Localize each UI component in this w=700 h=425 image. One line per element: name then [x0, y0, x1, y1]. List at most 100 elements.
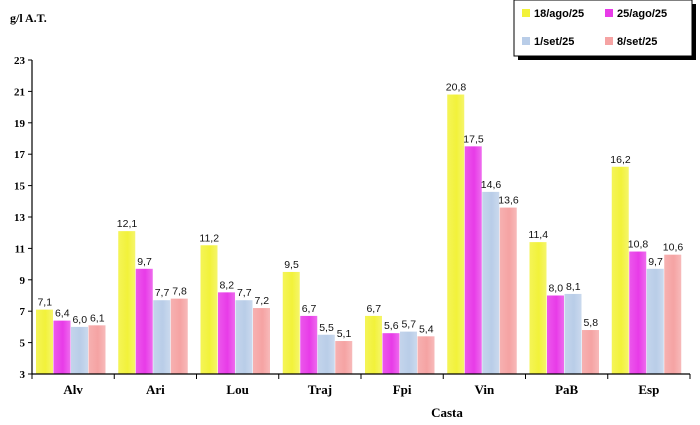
data-label-pab-25-ago-25: 8,0 — [548, 283, 563, 295]
data-label-esp-25-ago-25: 10,8 — [628, 239, 649, 251]
bar-vin-8-set-25 — [499, 207, 517, 374]
data-label-pab-18-ago-25: 11,4 — [528, 229, 548, 241]
data-label-esp-18-ago-25: 16,2 — [610, 154, 631, 166]
legend-label-25-ago-25: 25/ago/25 — [617, 8, 667, 20]
bar-pab-18-ago-25 — [529, 242, 547, 374]
legend-swatch-18-ago-25 — [522, 9, 530, 17]
bar-lou-25-ago-25 — [218, 292, 235, 374]
bar-pab-1-set-25 — [564, 293, 582, 374]
legend-label-18-ago-25: 18/ago/25 — [534, 8, 584, 20]
data-label-traj-25-ago-25: 6,7 — [302, 303, 317, 315]
bar-fpi-18-ago-25 — [365, 315, 382, 374]
y-tick-label: 13 — [14, 212, 26, 224]
bar-vin-25-ago-25 — [464, 146, 482, 374]
bar-vin-1-set-25 — [482, 191, 500, 374]
data-label-ari-1-set-25: 7,7 — [155, 287, 170, 299]
bar-lou-8-set-25 — [253, 308, 270, 374]
y-tick-label: 7 — [20, 306, 26, 318]
y-tick-label: 23 — [14, 55, 26, 67]
bar-traj-8-set-25 — [335, 341, 353, 374]
bar-esp-1-set-25 — [646, 268, 664, 374]
legend-label-8-set-25: 8/set/25 — [617, 36, 657, 48]
bar-lou-1-set-25 — [235, 300, 253, 374]
data-label-lou-18-ago-25: 11,2 — [199, 232, 219, 244]
y-tick-label: 15 — [14, 181, 26, 193]
data-labels-layer: 7,16,46,0 6,112,19,77,7 7,811,28,27,77,29,… — [37, 82, 683, 340]
y-ticks: 3 5 7 9 11 13 15 17 19 21 23 — [14, 55, 32, 381]
bar-esp-8-set-25 — [664, 254, 682, 374]
bar-traj-18-ago-25 — [282, 271, 300, 374]
bar-vin-18-ago-25 — [447, 94, 465, 374]
bar-alv-18-ago-25 — [36, 309, 53, 374]
x-tick-label-fpi: Fpi — [393, 382, 412, 397]
data-label-esp-8-set-25: 10,6 — [663, 242, 684, 254]
data-label-traj-8-set-25: 5,1 — [337, 328, 352, 340]
data-label-vin-25-ago-25: 17,5 — [463, 133, 484, 145]
bar-traj-25-ago-25 — [300, 315, 318, 374]
y-tick-label: 9 — [20, 275, 26, 287]
legend-swatch-1-set-25 — [522, 37, 530, 45]
data-label-fpi-18-ago-25: 6,7 — [366, 303, 381, 315]
data-label-alv-8-set-25: 6,1 — [90, 312, 105, 324]
bar-fpi-1-set-25 — [400, 331, 417, 374]
bar-ari-1-set-25 — [153, 300, 171, 374]
y-tick-label: 17 — [14, 149, 26, 161]
bar-fpi-25-ago-25 — [382, 333, 400, 374]
legend-swatch-25-ago-25 — [605, 9, 613, 17]
x-tick-label-pab: PaB — [555, 382, 578, 397]
x-ticks: Alv Ari Lou Traj Fpi Vin PaB Esp — [31, 374, 691, 397]
data-label-alv-1-set-25: 6,0 — [72, 314, 87, 326]
data-label-ari-25-ago-25: 9,7 — [137, 256, 152, 268]
bar-alv-25-ago-25 — [53, 320, 71, 374]
legend-label-1-set-25: 1/set/25 — [534, 36, 574, 48]
bar-fpi-8-set-25 — [417, 336, 435, 374]
data-label-lou-25-ago-25: 8,2 — [219, 279, 234, 291]
data-label-lou-1-set-25: 7,7 — [237, 287, 252, 299]
data-label-alv-25-ago-25: 6,4 — [55, 308, 70, 320]
bar-ari-18-ago-25 — [118, 231, 136, 374]
legend: 18/ago/25 25/ago/25 1/set/25 8/set/25 — [513, 0, 696, 60]
y-tick-label: 3 — [20, 369, 26, 381]
x-tick-label-alv: Alv — [63, 382, 83, 397]
data-label-traj-18-ago-25: 9,5 — [284, 259, 299, 271]
bar-pab-8-set-25 — [582, 330, 599, 374]
legend-swatch-8-set-25 — [605, 37, 613, 45]
data-label-fpi-8-set-25: 5,4 — [419, 323, 434, 335]
bar-alv-1-set-25 — [71, 326, 88, 374]
y-axis-label: g/l A.T. — [10, 11, 47, 25]
x-tick-label-vin: Vin — [475, 382, 496, 397]
data-label-pab-8-set-25: 5,8 — [583, 317, 598, 329]
data-label-ari-8-set-25: 7,8 — [172, 286, 187, 298]
bar-pab-25-ago-25 — [547, 295, 564, 374]
data-label-alv-18-ago-25: 7,1 — [37, 297, 52, 309]
data-label-vin-8-set-25: 13,6 — [498, 195, 519, 207]
data-label-traj-1-set-25: 5,5 — [319, 322, 334, 334]
y-tick-label: 19 — [14, 118, 26, 130]
legend-box — [513, 0, 693, 57]
x-tick-label-traj: Traj — [308, 382, 332, 397]
data-label-lou-8-set-25: 7,2 — [254, 295, 269, 307]
x-axis-label: Casta — [431, 405, 463, 420]
bar-esp-25-ago-25 — [629, 251, 647, 374]
bar-esp-18-ago-25 — [611, 166, 629, 374]
x-tick-label-ari: Ari — [146, 382, 165, 397]
data-label-esp-1-set-25: 9,7 — [648, 256, 663, 268]
data-label-pab-1-set-25: 8,1 — [566, 281, 581, 293]
data-label-vin-1-set-25: 14,6 — [481, 179, 502, 191]
bar-alv-8-set-25 — [88, 325, 106, 374]
data-label-vin-18-ago-25: 20,8 — [446, 82, 467, 94]
bar-ari-25-ago-25 — [135, 268, 153, 374]
bars-layer — [36, 94, 682, 374]
y-tick-label: 11 — [15, 243, 25, 255]
x-tick-label-lou: Lou — [226, 382, 248, 397]
bar-lou-18-ago-25 — [200, 245, 218, 374]
bar-traj-1-set-25 — [317, 334, 335, 374]
y-tick-label: 5 — [20, 338, 26, 350]
y-tick-label: 21 — [14, 86, 25, 98]
data-label-ari-18-ago-25: 12,1 — [117, 218, 138, 230]
x-tick-label-esp: Esp — [638, 382, 659, 397]
data-label-fpi-1-set-25: 5,7 — [401, 319, 416, 331]
bar-ari-8-set-25 — [170, 298, 188, 374]
data-label-fpi-25-ago-25: 5,6 — [384, 320, 399, 332]
